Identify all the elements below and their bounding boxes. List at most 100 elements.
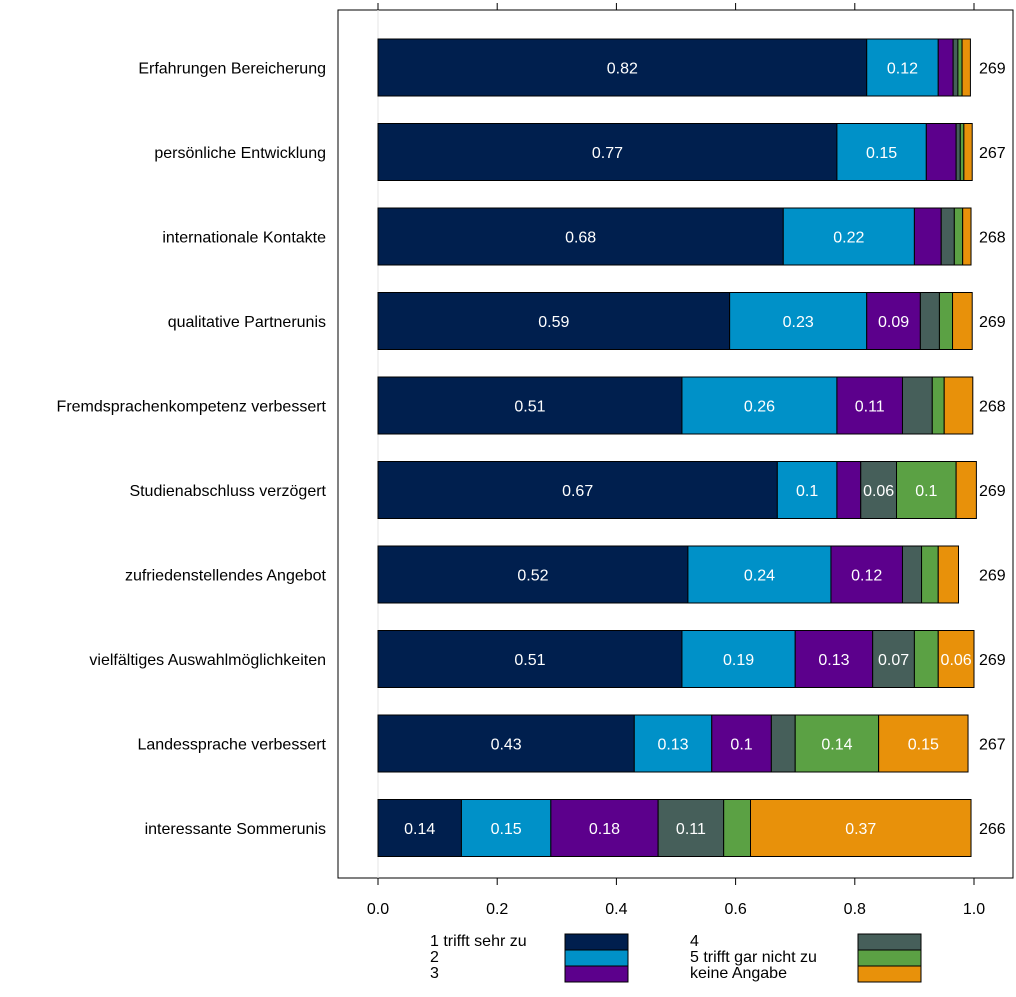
count-label: 269: [979, 652, 1006, 669]
legend-label: 3: [430, 965, 439, 982]
bar-segment: [937, 38, 954, 97]
count-label: 267: [979, 737, 1006, 754]
bar-segment: [919, 292, 940, 350]
bar-value-label: 0.51: [514, 652, 545, 669]
bar-value-label: 0.12: [887, 61, 918, 78]
bar-segment: [901, 376, 933, 435]
x-tick-label: 0.2: [486, 901, 508, 918]
legend-label: 5 trifft gar nicht zu: [690, 949, 817, 966]
bar-segment: [961, 38, 971, 97]
category-label: Landessprache verbessert: [137, 737, 326, 754]
bar-segment: [959, 123, 965, 181]
bar-segment: [872, 630, 915, 688]
bar-segment: [952, 292, 973, 350]
legend-label: 2: [430, 949, 439, 966]
count-label: 268: [979, 399, 1006, 416]
bar-segment: [836, 461, 862, 519]
bar-segment: [711, 714, 772, 773]
bar-value-label: 0.1: [730, 737, 752, 754]
bar-segment: [952, 38, 959, 97]
bar-segment: [937, 630, 975, 688]
bar-value-label: 0.77: [592, 145, 623, 162]
bar-segment: [377, 123, 838, 181]
x-tick-label: 0.4: [605, 901, 627, 918]
bar-segment: [782, 207, 915, 266]
legend-swatch: [564, 933, 629, 951]
bar-segment: [957, 38, 963, 97]
bar-value-label: 0.51: [514, 399, 545, 416]
bar-value-label: 0.15: [491, 821, 522, 838]
category-label: Fremdsprachenkompetenz verbessert: [57, 399, 327, 416]
bar-value-label: 0.18: [589, 821, 620, 838]
bar-segment: [925, 123, 957, 181]
bar-value-label: 0.23: [783, 314, 814, 331]
count-label: 269: [979, 314, 1006, 331]
bar-segment: [878, 714, 969, 773]
bar-value-label: 0.13: [818, 652, 849, 669]
legend-label: keine Angabe: [690, 965, 787, 982]
legend-swatch: [857, 965, 922, 983]
bar-segment: [937, 545, 960, 604]
bar-value-label: 0.07: [878, 652, 909, 669]
bar-value-label: 0.22: [833, 230, 864, 247]
bar-value-label: 0.67: [562, 483, 593, 500]
bar-value-label: 0.11: [855, 399, 885, 416]
bar-value-label: 0.43: [491, 737, 522, 754]
bar-segment: [953, 207, 964, 266]
bar-segment: [931, 376, 945, 435]
bar-value-label: 0.1: [915, 483, 937, 500]
bar-value-label: 0.14: [821, 737, 852, 754]
bar-value-label: 0.52: [517, 568, 548, 585]
bar-segment: [866, 292, 921, 350]
bar-segment: [377, 292, 731, 350]
legend-swatch: [564, 965, 629, 983]
plot-frame: [337, 9, 1014, 879]
legend-swatch: [857, 949, 922, 967]
count-label: 266: [979, 821, 1006, 838]
bar-value-label: 0.14: [404, 821, 435, 838]
bar-segment: [377, 545, 689, 604]
bar-segment: [681, 376, 838, 435]
bar-segment: [943, 376, 974, 435]
bar-value-label: 0.68: [565, 230, 596, 247]
bar-segment: [377, 207, 784, 266]
bar-value-label: 0.37: [845, 821, 876, 838]
bar-value-label: 0.15: [866, 145, 897, 162]
count-label: 269: [979, 568, 1006, 585]
bar-segment: [913, 207, 942, 266]
bar-segment: [377, 714, 635, 773]
count-label: 267: [979, 145, 1006, 162]
bar-value-label: 0.06: [863, 483, 894, 500]
legend-swatch: [857, 933, 922, 951]
bar-segment: [962, 207, 972, 266]
category-label: vielfältiges Auswahlmöglichkeiten: [89, 652, 326, 669]
bar-segment: [955, 461, 977, 519]
count-label: 269: [979, 61, 1006, 78]
bar-segment: [963, 123, 973, 181]
bar-segment: [729, 292, 868, 350]
bar-segment: [723, 799, 751, 857]
bar-value-label: 0.19: [723, 652, 754, 669]
category-label: zufriedenstellendes Angebot: [125, 568, 327, 585]
bar-segment: [377, 461, 778, 519]
bar-value-label: 0.12: [851, 568, 882, 585]
bar-segment: [860, 461, 898, 519]
bar-segment: [921, 545, 939, 604]
bar-value-label: 0.24: [744, 568, 775, 585]
category-label: Erfahrungen Bereicherung: [138, 61, 326, 78]
category-label: interessante Sommerunis: [145, 821, 326, 838]
bar-value-label: 0.11: [676, 821, 706, 838]
bar-segment: [896, 461, 957, 519]
bar-segment: [794, 714, 880, 773]
bar-segment: [377, 38, 868, 97]
bar-segment: [901, 545, 923, 604]
bar-segment: [836, 123, 927, 181]
bar-segment: [938, 292, 954, 350]
bar-value-label: 0.26: [744, 399, 775, 416]
bar-value-label: 0.09: [878, 314, 909, 331]
bar-value-label: 0.59: [538, 314, 569, 331]
bar-segment: [836, 376, 903, 435]
bar-segment: [633, 714, 713, 773]
bar-segment: [794, 630, 874, 688]
